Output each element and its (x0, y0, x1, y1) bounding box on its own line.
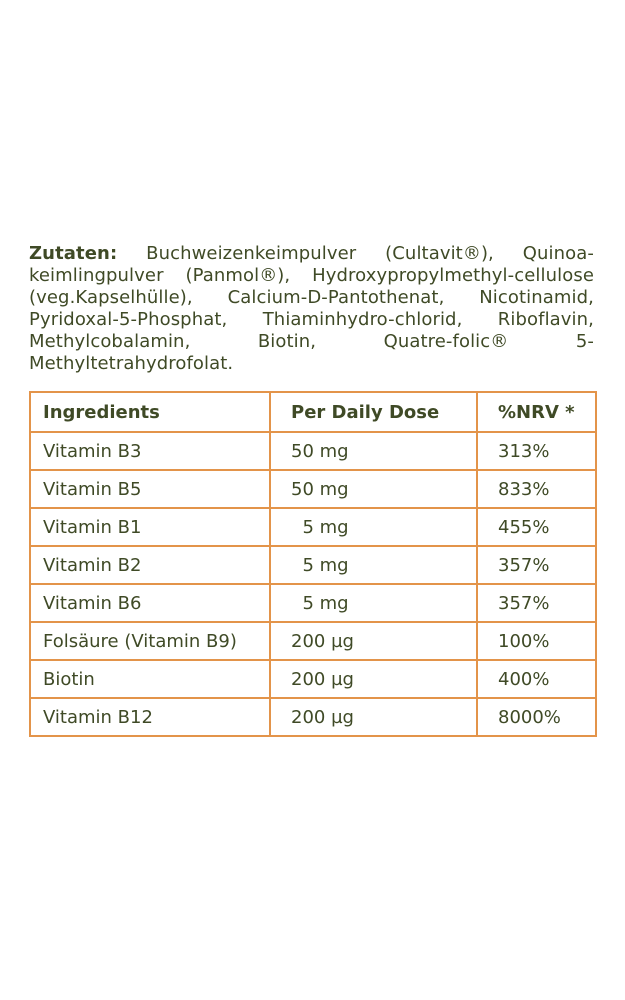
cell-nrv: 400% (476, 659, 597, 699)
ingredients-label: Zutaten: (29, 243, 118, 264)
cell-ingredient: Vitamin B2 (29, 545, 271, 585)
cell-nrv: 833% (476, 469, 597, 509)
cell-dose: 5 mg (269, 545, 478, 585)
table-row: Biotin 200 µg 400% (29, 659, 597, 699)
cell-dose: 5 mg (269, 583, 478, 623)
cell-nrv: 100% (476, 621, 597, 661)
header-nrv: %NRV * (476, 391, 597, 433)
table-row: Vitamin B5 50 mg 833% (29, 469, 597, 509)
cell-ingredient: Vitamin B6 (29, 583, 271, 623)
table-header-row: Ingredients Per Daily Dose %NRV * (29, 391, 597, 433)
table-row: Vitamin B6 5 mg 357% (29, 583, 597, 623)
table-row: Vitamin B1 5 mg 455% (29, 507, 597, 547)
cell-nrv: 313% (476, 431, 597, 471)
cell-ingredient: Folsäure (Vitamin B9) (29, 621, 271, 661)
cell-ingredient: Vitamin B5 (29, 469, 271, 509)
cell-dose: 200 µg (269, 659, 478, 699)
table-row: Vitamin B2 5 mg 357% (29, 545, 597, 585)
cell-dose: 200 µg (269, 621, 478, 661)
cell-nrv: 357% (476, 545, 597, 585)
cell-nrv: 455% (476, 507, 597, 547)
ingredients-paragraph: Zutaten: Buchweizenkeimpulver (Cultavit®… (29, 243, 594, 375)
cell-ingredient: Vitamin B12 (29, 697, 271, 737)
cell-ingredient: Vitamin B1 (29, 507, 271, 547)
cell-ingredient: Biotin (29, 659, 271, 699)
table-row: Folsäure (Vitamin B9) 200 µg 100% (29, 621, 597, 661)
cell-ingredient: Vitamin B3 (29, 431, 271, 471)
cell-nrv: 8000% (476, 697, 597, 737)
ingredients-list-text: Buchweizenkeimpulver (Cultavit®), Quinoa… (29, 243, 594, 374)
table-row: Vitamin B12 200 µg 8000% (29, 697, 597, 737)
nutrition-table: Ingredients Per Daily Dose %NRV * Vitami… (29, 391, 597, 737)
cell-nrv: 357% (476, 583, 597, 623)
cell-dose: 50 mg (269, 431, 478, 471)
cell-dose: 5 mg (269, 507, 478, 547)
header-per-daily-dose: Per Daily Dose (269, 391, 478, 433)
table-row: Vitamin B3 50 mg 313% (29, 431, 597, 471)
cell-dose: 50 mg (269, 469, 478, 509)
cell-dose: 200 µg (269, 697, 478, 737)
header-ingredients: Ingredients (29, 391, 271, 433)
